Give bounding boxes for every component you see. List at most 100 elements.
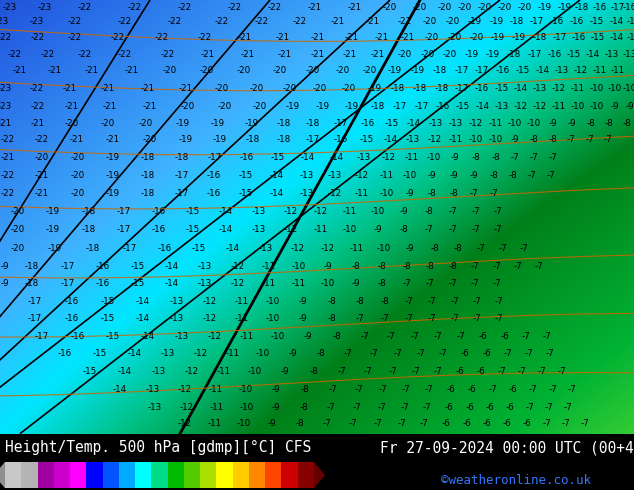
Text: -21: -21 — [125, 67, 139, 75]
Text: -9: -9 — [1, 262, 10, 270]
Bar — [152, 462, 167, 489]
Text: -7: -7 — [494, 225, 502, 234]
Text: -23: -23 — [0, 84, 12, 93]
Text: -7: -7 — [514, 262, 522, 270]
Text: -19: -19 — [245, 119, 259, 128]
Text: -16: -16 — [207, 189, 221, 197]
Text: -7: -7 — [548, 385, 557, 394]
Text: -9: -9 — [511, 135, 519, 145]
Text: -8: -8 — [489, 171, 498, 180]
Text: -22: -22 — [128, 3, 142, 12]
Text: -22: -22 — [78, 49, 92, 59]
Text: -21: -21 — [35, 171, 49, 180]
Text: -13: -13 — [161, 349, 175, 358]
Text: -21: -21 — [106, 135, 120, 145]
Text: -12: -12 — [469, 119, 483, 128]
Text: -7: -7 — [498, 244, 507, 253]
Text: -7: -7 — [425, 225, 434, 234]
Text: -22: -22 — [293, 17, 307, 26]
Bar — [22, 462, 37, 489]
Text: -19: -19 — [558, 3, 572, 12]
Text: -8: -8 — [430, 244, 439, 253]
Text: -7: -7 — [489, 189, 498, 197]
Text: -7: -7 — [498, 367, 507, 376]
Text: -20: -20 — [438, 3, 452, 12]
Text: -14: -14 — [270, 189, 284, 197]
Text: -15: -15 — [186, 225, 200, 234]
Text: -7: -7 — [434, 332, 443, 341]
Bar — [297, 462, 314, 489]
Text: -13: -13 — [198, 262, 212, 270]
Text: -12: -12 — [194, 349, 208, 358]
Text: -22: -22 — [0, 33, 12, 42]
Bar — [54, 462, 70, 489]
Text: -7: -7 — [547, 171, 555, 180]
Text: -20: -20 — [498, 3, 512, 12]
Text: -7: -7 — [538, 367, 547, 376]
Text: -13: -13 — [170, 314, 184, 323]
Text: -15: -15 — [360, 135, 374, 145]
Text: -7: -7 — [327, 403, 335, 412]
Bar — [70, 462, 86, 489]
Text: -14: -14 — [118, 367, 132, 376]
Text: -10: -10 — [240, 403, 254, 412]
Text: -16: -16 — [158, 244, 172, 253]
Text: -21: -21 — [398, 17, 412, 26]
Bar — [5, 462, 22, 489]
Text: -19: -19 — [468, 17, 482, 26]
Text: -15: -15 — [101, 297, 115, 306]
Text: -13: -13 — [406, 135, 420, 145]
Text: -19: -19 — [211, 119, 225, 128]
Text: -9: -9 — [450, 171, 458, 180]
Text: -7: -7 — [472, 314, 481, 323]
Text: -10: -10 — [237, 419, 251, 428]
Text: -14: -14 — [270, 171, 284, 180]
Text: -16: -16 — [152, 225, 166, 234]
Text: -7: -7 — [344, 349, 353, 358]
Text: -20: -20 — [35, 153, 49, 162]
Text: -15: -15 — [567, 49, 581, 59]
Text: -7: -7 — [494, 207, 502, 217]
Text: -7: -7 — [470, 189, 479, 197]
Text: -6: -6 — [501, 332, 509, 341]
Text: -7: -7 — [529, 385, 538, 394]
Text: -6: -6 — [503, 419, 511, 428]
Text: -21: -21 — [308, 3, 322, 12]
Text: -14: -14 — [219, 207, 233, 217]
Text: -11: -11 — [405, 153, 419, 162]
Text: -18: -18 — [82, 225, 96, 234]
Text: -17: -17 — [415, 102, 429, 111]
Text: -13: -13 — [605, 49, 619, 59]
Text: -13: -13 — [252, 207, 266, 217]
Text: -7: -7 — [562, 419, 571, 428]
Text: -20: -20 — [446, 17, 460, 26]
Text: -21: -21 — [35, 189, 49, 197]
Text: -7: -7 — [495, 314, 503, 323]
Text: -18: -18 — [82, 207, 96, 217]
Text: -21: -21 — [238, 33, 252, 42]
Bar — [281, 462, 297, 489]
Text: -11: -11 — [380, 171, 394, 180]
Text: -20: -20 — [342, 84, 356, 93]
Text: -21: -21 — [13, 67, 27, 75]
Text: -6: -6 — [508, 385, 517, 394]
Text: -7: -7 — [520, 244, 528, 253]
Text: -22: -22 — [1, 171, 15, 180]
Text: -20: -20 — [470, 33, 484, 42]
Text: -13: -13 — [429, 119, 443, 128]
Text: -10: -10 — [489, 135, 503, 145]
Text: -8: -8 — [333, 332, 341, 341]
Text: -7: -7 — [401, 385, 410, 394]
Text: -17: -17 — [175, 189, 189, 197]
Text: -14: -14 — [226, 244, 240, 253]
Text: -6: -6 — [479, 332, 488, 341]
Text: -19: -19 — [388, 67, 402, 75]
Text: -7: -7 — [449, 279, 457, 288]
Text: Height/Temp. 500 hPa [gdmp][°C] CFS: Height/Temp. 500 hPa [gdmp][°C] CFS — [5, 441, 311, 455]
Text: -7: -7 — [349, 419, 358, 428]
Text: -21: -21 — [63, 84, 77, 93]
Text: -15: -15 — [590, 17, 604, 26]
Text: -17: -17 — [455, 67, 469, 75]
Text: -7: -7 — [328, 385, 337, 394]
Bar — [167, 462, 184, 489]
